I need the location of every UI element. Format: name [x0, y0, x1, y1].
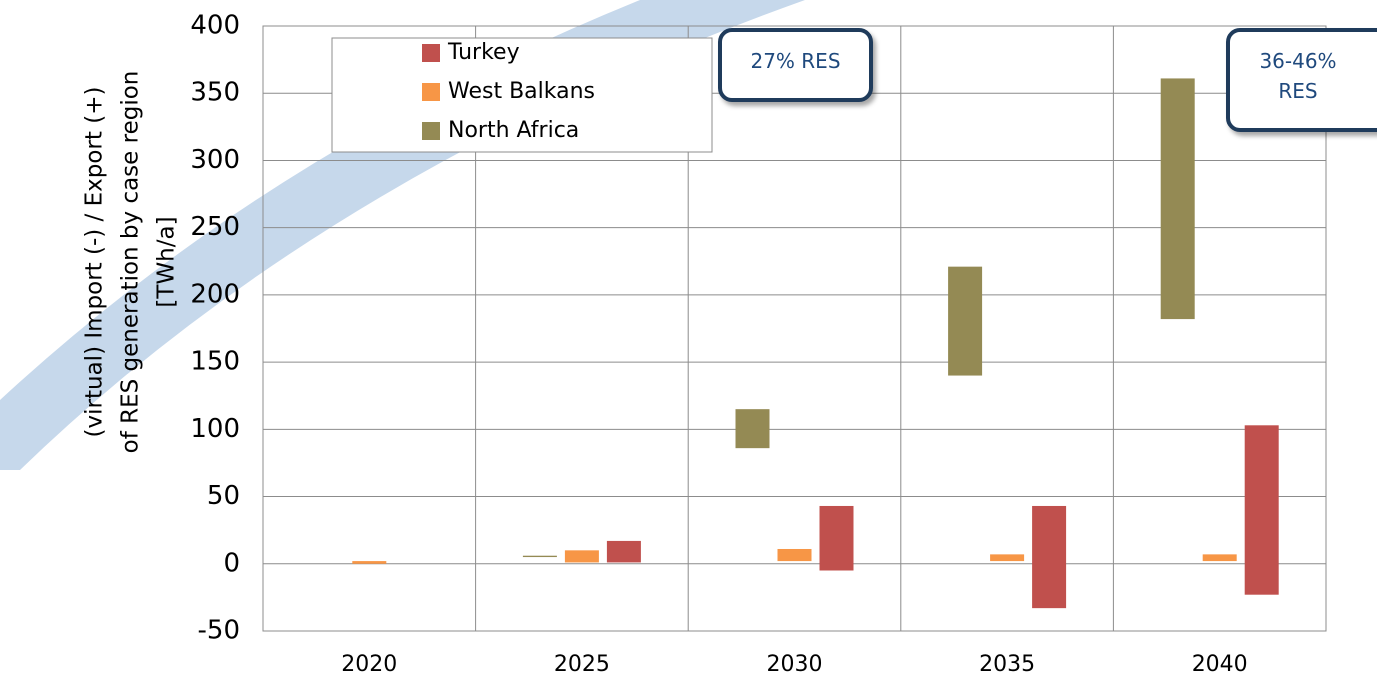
range-bar	[522, 555, 557, 558]
x-tick-label: 2025	[554, 652, 610, 677]
y-tick-label: 250	[190, 212, 240, 242]
y-axis-label: (virtual) Import (-) / Export (+)	[82, 87, 108, 438]
range-bar	[1202, 554, 1237, 562]
range-bar	[819, 505, 854, 571]
legend-swatch	[422, 44, 440, 62]
range-bar	[1032, 505, 1067, 609]
legend-swatch	[422, 83, 440, 101]
y-tick-label: 100	[190, 414, 240, 444]
legend-label: West Balkans	[448, 79, 595, 104]
x-tick-label: 2035	[979, 652, 1035, 677]
legend-label: North Africa	[448, 118, 579, 143]
annotation-box: 36-46% RES	[1226, 28, 1377, 132]
y-tick-label: 50	[207, 481, 240, 511]
y-tick-label: 150	[190, 347, 240, 377]
range-bar	[777, 548, 812, 562]
y-tick-label: 200	[190, 279, 240, 309]
range-bar	[1244, 425, 1279, 595]
legend-swatch	[422, 122, 440, 140]
x-tick-label: 2020	[341, 652, 397, 677]
range-bar	[735, 409, 770, 449]
plot-border	[262, 25, 1327, 632]
y-axis-label: of RES generation by case region	[118, 71, 144, 454]
range-bar	[352, 561, 387, 564]
y-tick-label: -50	[198, 616, 240, 646]
y-tick-label: 400	[190, 11, 240, 41]
range-bar	[990, 554, 1025, 562]
x-tick-label: 2030	[767, 652, 823, 677]
range-bar	[1160, 78, 1195, 320]
annotation-box: 27% RES	[718, 28, 873, 102]
y-axis-label: [TWh/a]	[154, 216, 180, 307]
range-bar	[564, 550, 599, 563]
x-tick-label: 2040	[1192, 652, 1248, 677]
y-tick-label: 0	[223, 548, 240, 578]
legend-box	[331, 37, 713, 153]
range-bar	[606, 540, 641, 563]
legend-label: Turkey	[447, 40, 520, 65]
y-tick-label: 300	[190, 145, 240, 175]
y-tick-label: 350	[190, 78, 240, 108]
range-bar	[948, 266, 983, 376]
